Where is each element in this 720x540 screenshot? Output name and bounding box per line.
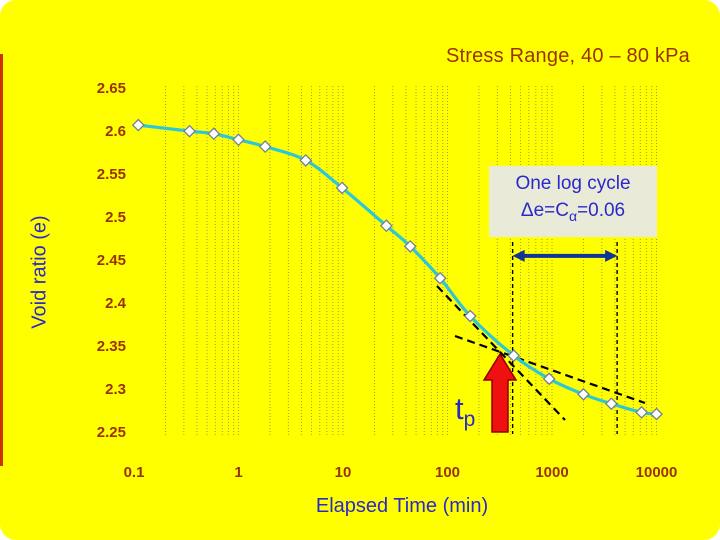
data-point-marker [131, 118, 145, 132]
data-point-marker [183, 124, 196, 138]
callout-alpha-subscript: α [568, 207, 578, 224]
data-point-marker [463, 309, 477, 323]
callout-line2: Δe=Cα=0.06 [493, 197, 653, 230]
one-log-cycle-callout: One log cycle Δe=Cα=0.06 [489, 166, 657, 237]
data-point-marker [507, 349, 521, 363]
data-point-marker [403, 239, 417, 253]
chart-title: Stress Range, 40 – 80 kPa [445, 45, 690, 67]
slide-accent-stripe [0, 54, 3, 466]
data-point-marker [433, 271, 447, 285]
data-point-marker [604, 397, 618, 411]
y-tick-label: 2.4 [105, 295, 126, 312]
x-tick-label: 0.1 [123, 464, 145, 481]
y-tick-label: 2.35 [96, 338, 126, 355]
tp-arrow [482, 352, 518, 433]
y-tick-label: 2.45 [96, 252, 126, 269]
x-tick-label: 100 [434, 464, 461, 481]
log-cycle-guides [511, 242, 618, 434]
data-point-marker [577, 387, 590, 401]
data-point-marker [379, 219, 393, 233]
one-log-cycle-arrow [512, 249, 618, 262]
callout-delta-text: Δe=C [520, 200, 569, 221]
log-gridlines [164, 86, 657, 436]
y-tick-label: 2.3 [105, 381, 126, 398]
y-tick-label: 2.6 [105, 123, 126, 140]
callout-value-text: =0.06 [577, 200, 626, 221]
y-tick-label: 2.55 [96, 166, 126, 183]
x-tick-label: 10000 [635, 464, 678, 481]
x-axis-title: Elapsed Time (min) [315, 495, 489, 517]
data-point-marker [650, 407, 663, 421]
y-tick-label: 2.5 [105, 209, 126, 226]
tp-base: t [455, 391, 464, 426]
data-point-marker [635, 405, 649, 419]
x-tick-label: 10 [334, 464, 352, 481]
tp-subscript: p [463, 408, 476, 432]
tail-tangent-line [454, 334, 646, 405]
cycle-arrowhead-right [605, 249, 618, 262]
cycle-arrowhead-left [512, 249, 525, 262]
data-point-marker [542, 372, 556, 386]
data-point-markers [131, 118, 663, 421]
data-point-marker [335, 181, 349, 195]
x-tick-label: 1 [234, 464, 243, 481]
steep-tangent-line [436, 285, 566, 421]
data-point-marker [232, 133, 245, 147]
data-point-marker [207, 127, 221, 141]
data-point-marker [299, 153, 313, 167]
callout-line1: One log cycle [515, 173, 631, 194]
y-tick-label: 2.25 [96, 424, 126, 441]
x-tick-label: 1000 [535, 464, 569, 481]
y-tick-label: 2.65 [96, 80, 126, 97]
tp-label: tp [455, 392, 475, 437]
data-point-marker [258, 140, 272, 154]
construction-tangent-lines [436, 285, 646, 421]
